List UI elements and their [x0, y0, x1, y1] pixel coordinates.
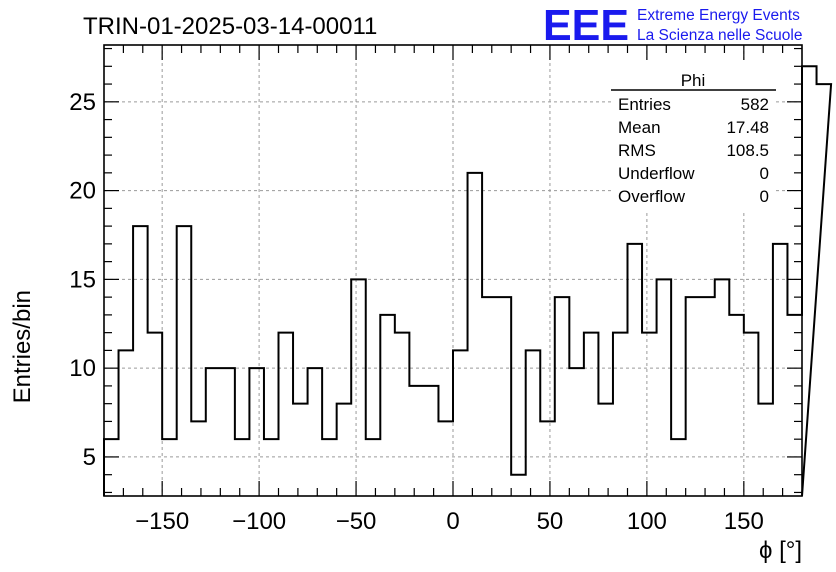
histogram-bin: [584, 333, 599, 496]
y-axis-label: Entries/bin: [9, 290, 36, 403]
stats-background: [611, 62, 776, 212]
y-tick-label: 15: [69, 266, 96, 293]
histogram-bin: [744, 333, 759, 496]
histogram-outline: [103, 65, 833, 497]
histogram-bin: [817, 84, 832, 496]
stats-rms-label: RMS: [618, 141, 656, 160]
histogram-bin: [686, 297, 701, 496]
x-tick-label: −150: [135, 508, 189, 535]
histogram-bin: [715, 279, 730, 496]
histogram-bin: [642, 333, 657, 496]
histogram-bin: [511, 475, 526, 496]
stats-entries-value: 582: [741, 95, 769, 114]
stats-rms-value: 108.5: [726, 141, 769, 160]
histogram-bin: [700, 297, 715, 496]
y-tick-label: 25: [69, 89, 96, 116]
histogram-bin: [351, 279, 366, 496]
histogram-bars: [103, 65, 833, 497]
histogram-bin: [540, 421, 555, 496]
brand-line-2: La Scienza nelle Scuole: [637, 27, 802, 44]
x-tick-label: 100: [627, 508, 667, 535]
histogram-bin: [671, 439, 686, 496]
histogram-bin: [104, 439, 119, 496]
y-tick-label: 5: [83, 444, 96, 471]
histogram-bin: [206, 368, 221, 496]
histogram-bin: [148, 333, 163, 496]
histogram-bin: [337, 404, 352, 496]
histogram-bin: [249, 368, 264, 496]
histogram-bin: [453, 350, 468, 496]
histogram-bin: [468, 173, 483, 496]
histogram-bin: [526, 350, 541, 496]
run-title: TRIN-01-2025-03-14-00011: [83, 13, 377, 40]
histogram-bin: [802, 66, 817, 496]
stats-entries-label: Entries: [618, 95, 671, 114]
histogram-bin: [264, 439, 279, 496]
y-tick-label: 10: [69, 355, 96, 382]
stats-underflow-value: 0: [760, 164, 769, 183]
histogram-bin: [191, 421, 206, 496]
x-tick-label: 150: [724, 508, 764, 535]
histogram-bin: [133, 226, 148, 496]
stats-underflow-label: Underflow: [618, 164, 695, 183]
histogram-bin: [787, 315, 802, 496]
histogram-bin: [177, 226, 192, 496]
y-tick-label: 20: [69, 178, 96, 205]
x-tick-label: 0: [446, 508, 459, 535]
histogram-bin: [758, 404, 773, 496]
stats-overflow-value: 0: [760, 187, 769, 206]
histogram-bin: [438, 421, 453, 496]
x-axis-label: ϕ [°]: [759, 537, 802, 564]
histogram-bin: [482, 297, 497, 496]
histogram-bin: [613, 333, 628, 496]
stats-overflow-label: Overflow: [618, 187, 686, 206]
histogram-bin: [220, 368, 235, 496]
histogram-bin: [628, 244, 643, 496]
histogram-bin: [497, 297, 512, 496]
stats-box: Phi Entries 582 Mean 17.48 RMS 108.5 Und…: [611, 62, 776, 212]
histogram-bin: [235, 439, 250, 496]
eee-logo: EEE: [543, 1, 629, 50]
x-tick-label: −100: [232, 508, 286, 535]
histogram-bin: [657, 279, 672, 496]
plot-frame: [103, 44, 803, 497]
histogram-bin: [424, 386, 439, 496]
histogram-bin: [598, 404, 613, 496]
stats-title: Phi: [681, 71, 706, 90]
histogram-bin: [395, 333, 410, 496]
histogram-bin: [409, 386, 424, 496]
histogram-bin: [162, 439, 177, 496]
y-tick-labels: 5 10 15 20 25: [69, 89, 96, 471]
histogram-bin: [729, 315, 744, 496]
axis-ticks: [104, 45, 802, 496]
x-tick-labels: −150 −100 −50 0 50 100 150: [135, 508, 764, 535]
histogram-bin: [569, 368, 584, 496]
histogram-bin: [380, 315, 395, 496]
histogram-bin: [555, 297, 570, 496]
x-tick-label: 50: [537, 508, 564, 535]
histogram-bin: [279, 333, 294, 496]
histogram-bin: [293, 404, 308, 496]
histogram-bin: [773, 244, 788, 496]
histogram-bin: [366, 439, 381, 496]
histogram-bin: [119, 350, 134, 496]
brand-line-1: Extreme Energy Events: [637, 7, 800, 24]
stats-mean-label: Mean: [618, 118, 661, 137]
stats-mean-value: 17.48: [726, 118, 769, 137]
x-tick-label: −50: [336, 508, 377, 535]
histogram-bin: [308, 368, 323, 496]
histogram-bin: [322, 439, 337, 496]
